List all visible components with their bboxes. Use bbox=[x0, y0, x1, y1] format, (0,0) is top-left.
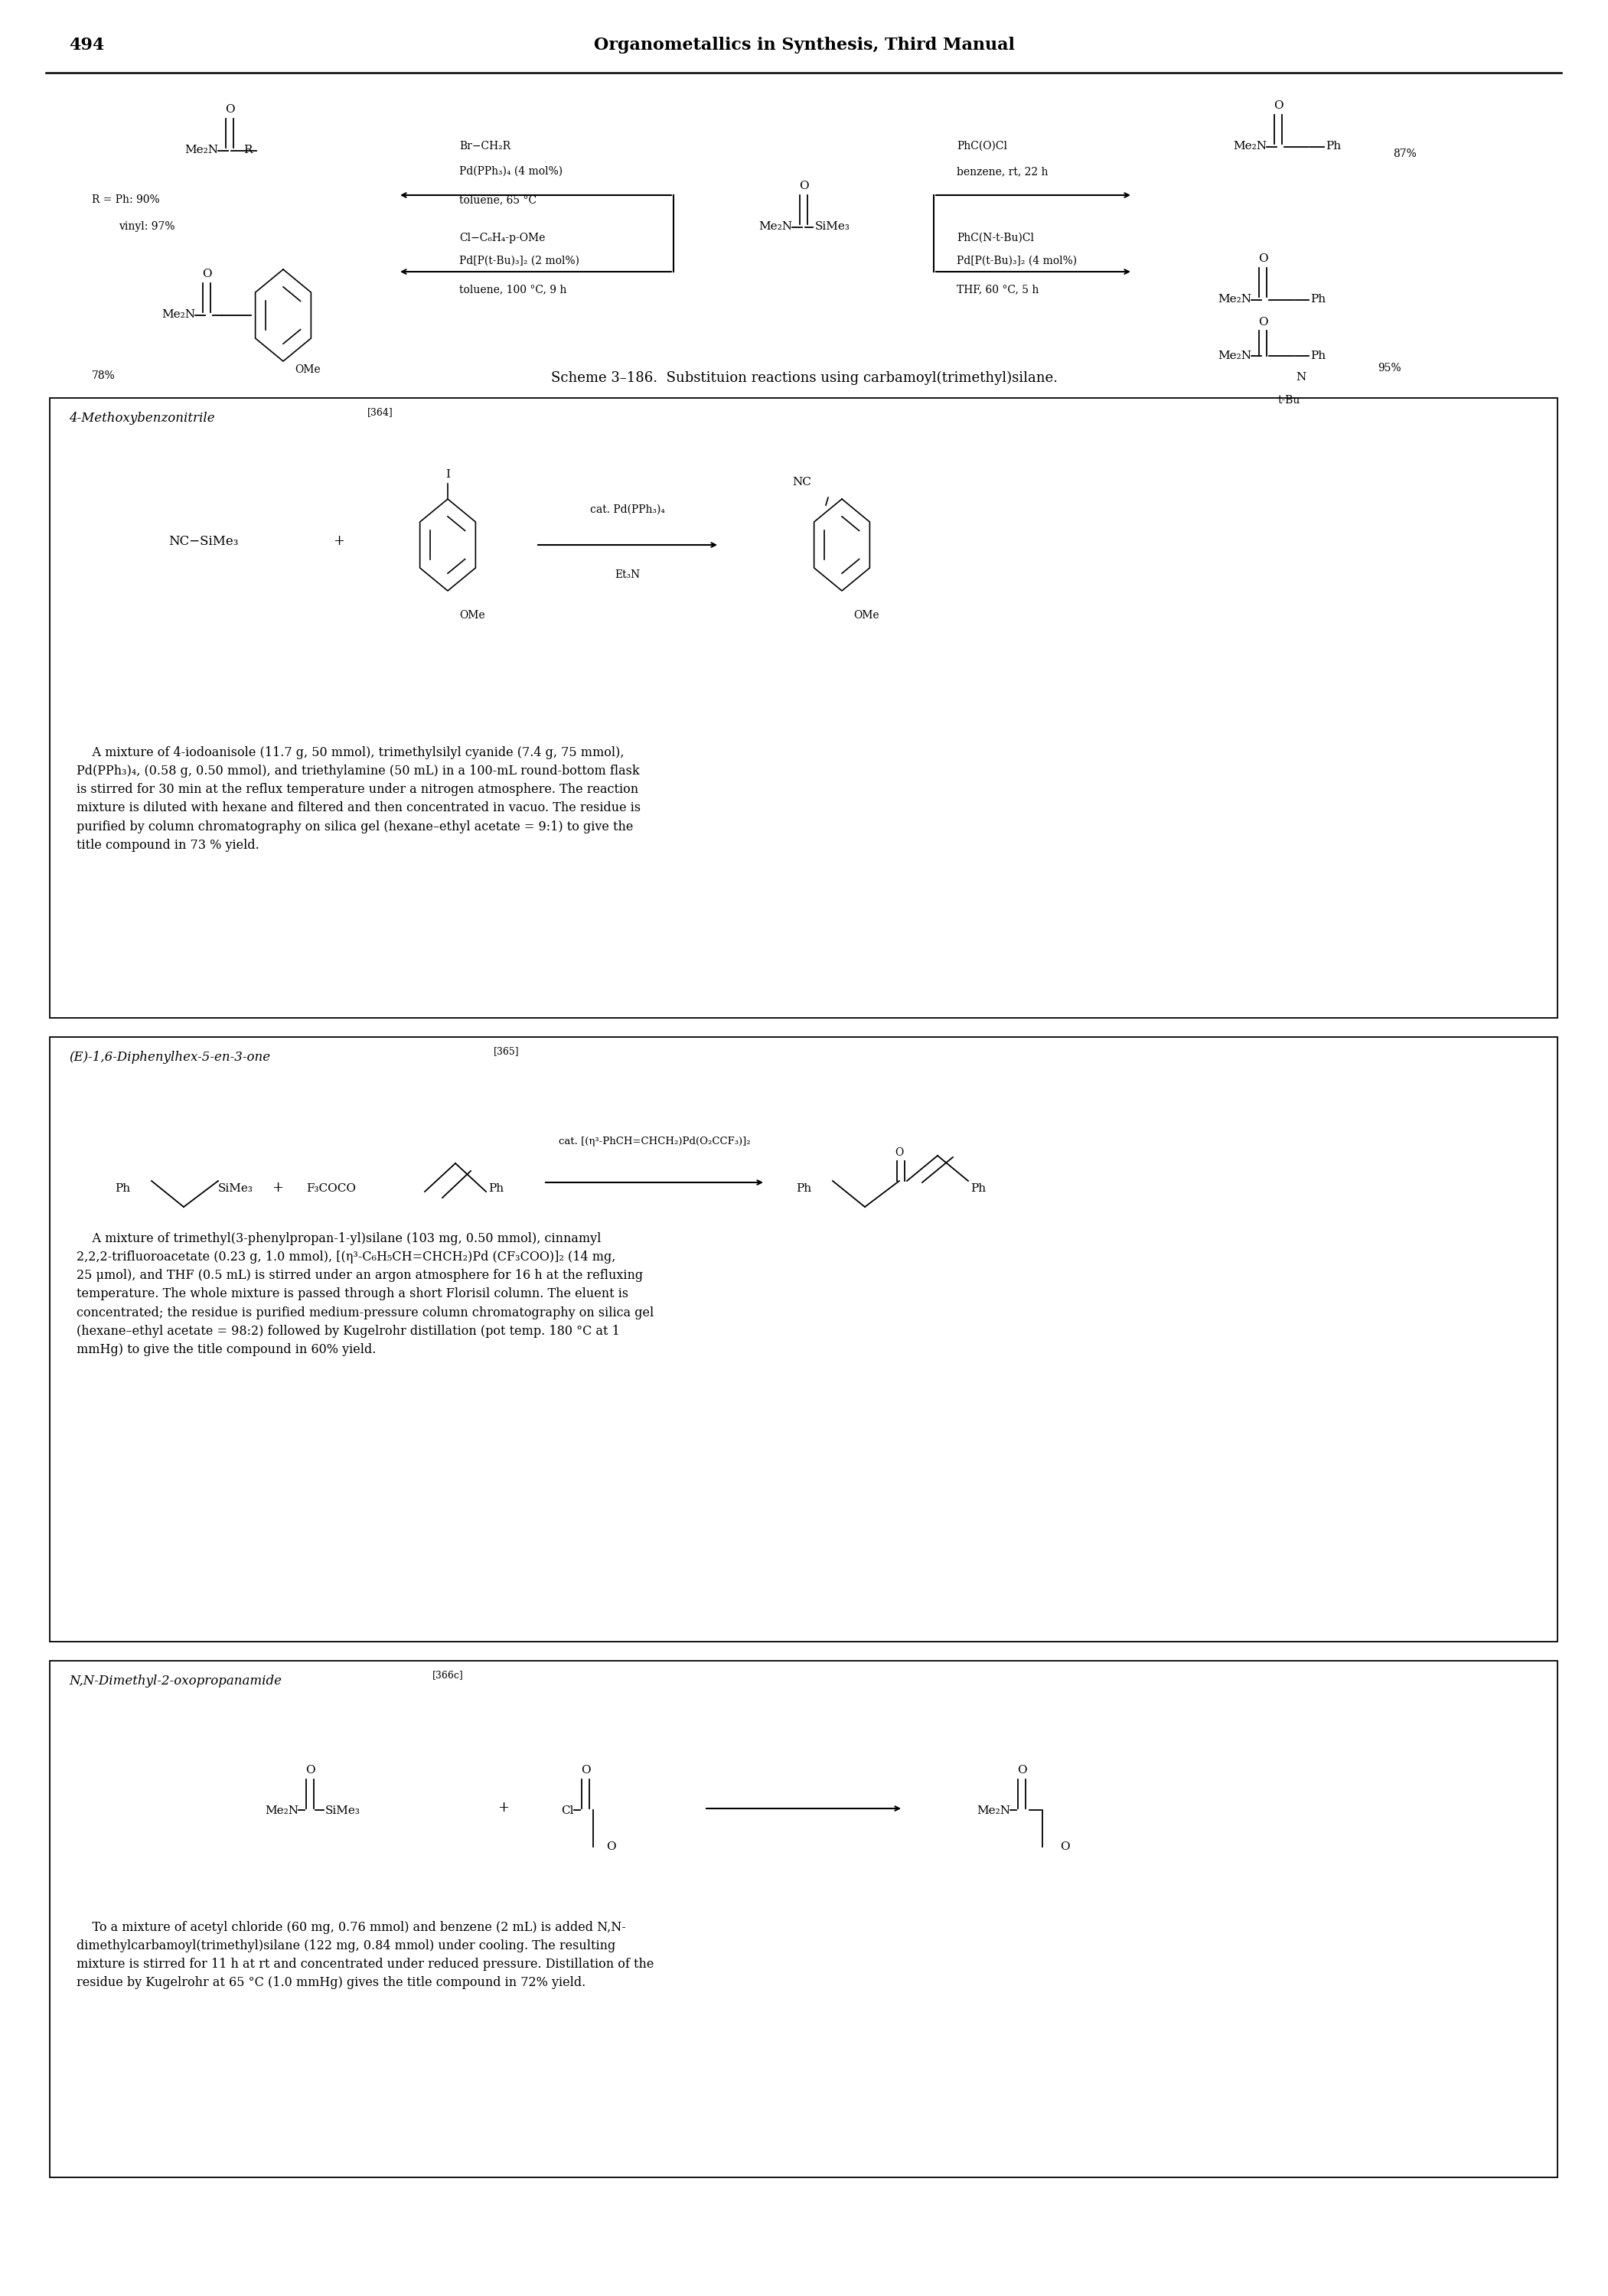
Text: O: O bbox=[606, 1841, 616, 1853]
Text: Ph: Ph bbox=[971, 1182, 986, 1194]
Text: R = Ph: 90%: R = Ph: 90% bbox=[92, 195, 159, 204]
Text: I: I bbox=[445, 468, 450, 480]
Text: benzene, rt, 22 h: benzene, rt, 22 h bbox=[957, 165, 1048, 177]
Text: toluene, 65 °C: toluene, 65 °C bbox=[460, 195, 537, 204]
Text: Ph: Ph bbox=[1311, 351, 1325, 360]
Text: Et₃N: Et₃N bbox=[614, 569, 640, 581]
Text: [366c]: [366c] bbox=[433, 1669, 463, 1681]
Text: O: O bbox=[1274, 101, 1283, 110]
Text: Me₂N: Me₂N bbox=[759, 220, 793, 232]
Text: Ph: Ph bbox=[1325, 140, 1341, 152]
Text: O: O bbox=[1257, 317, 1267, 328]
Bar bbox=[50, 1660, 1558, 2177]
Text: Me₂N: Me₂N bbox=[976, 1805, 1010, 1816]
Text: A mixture of trimethyl(3-phenylpropan-1-yl)silane (103 mg, 0.50 mmol), cinnamyl
: A mixture of trimethyl(3-phenylpropan-1-… bbox=[77, 1233, 654, 1357]
Text: O: O bbox=[896, 1148, 904, 1157]
Text: OMe: OMe bbox=[460, 611, 486, 620]
Text: SiMe₃: SiMe₃ bbox=[815, 220, 851, 232]
Text: Br−CH₂R: Br−CH₂R bbox=[460, 140, 511, 152]
Text: cat. Pd(PPh₃)₄: cat. Pd(PPh₃)₄ bbox=[590, 505, 666, 514]
Text: Me₂N: Me₂N bbox=[185, 145, 219, 156]
Text: cat. [(η³-PhCH=CHCH₂)Pd(O₂CCF₃)]₂: cat. [(η³-PhCH=CHCH₂)Pd(O₂CCF₃)]₂ bbox=[558, 1137, 751, 1146]
Text: O: O bbox=[1060, 1841, 1069, 1853]
Text: F₃COCO: F₃COCO bbox=[306, 1182, 355, 1194]
Text: Ph: Ph bbox=[1311, 294, 1325, 305]
Text: THF, 60 °C, 5 h: THF, 60 °C, 5 h bbox=[957, 285, 1039, 294]
Text: 494: 494 bbox=[69, 37, 105, 53]
Text: 78%: 78% bbox=[92, 370, 116, 381]
Text: Ph: Ph bbox=[489, 1182, 503, 1194]
Text: [365]: [365] bbox=[494, 1047, 519, 1056]
Text: 95%: 95% bbox=[1378, 363, 1401, 374]
Text: Scheme 3–186.  Substituion reactions using carbamoyl(trimethyl)silane.: Scheme 3–186. Substituion reactions usin… bbox=[550, 372, 1058, 386]
Text: Me₂N: Me₂N bbox=[1217, 294, 1251, 305]
Text: R: R bbox=[243, 145, 252, 156]
Text: +: + bbox=[333, 535, 344, 549]
Text: OMe: OMe bbox=[854, 611, 880, 620]
Text: Organometallics in Synthesis, Third Manual: Organometallics in Synthesis, Third Manu… bbox=[593, 37, 1015, 53]
Text: [364]: [364] bbox=[367, 406, 394, 418]
Text: N,N-Dimethyl-2-oxopropanamide: N,N-Dimethyl-2-oxopropanamide bbox=[69, 1674, 281, 1688]
Text: A mixture of 4-iodoanisole (11.7 g, 50 mmol), trimethylsilyl cyanide (7.4 g, 75 : A mixture of 4-iodoanisole (11.7 g, 50 m… bbox=[77, 746, 640, 852]
Text: O: O bbox=[225, 103, 235, 115]
Text: toluene, 100 °C, 9 h: toluene, 100 °C, 9 h bbox=[460, 285, 566, 294]
Text: Pd[P(t-Bu)₃]₂ (4 mol%): Pd[P(t-Bu)₃]₂ (4 mol%) bbox=[957, 255, 1077, 266]
Text: SiMe₃: SiMe₃ bbox=[219, 1182, 252, 1194]
Text: To a mixture of acetyl chloride (60 mg, 0.76 mmol) and benzene (2 mL) is added N: To a mixture of acetyl chloride (60 mg, … bbox=[77, 1922, 654, 1988]
Text: OMe: OMe bbox=[294, 365, 320, 374]
Bar bbox=[50, 1038, 1558, 1642]
Text: PhC(N-t-Bu)Cl: PhC(N-t-Bu)Cl bbox=[957, 232, 1034, 243]
Text: NC−SiMe₃: NC−SiMe₃ bbox=[169, 535, 238, 549]
Text: Pd(PPh₃)₄ (4 mol%): Pd(PPh₃)₄ (4 mol%) bbox=[460, 165, 563, 177]
Text: N: N bbox=[1296, 372, 1306, 383]
Text: O: O bbox=[306, 1766, 315, 1775]
Text: O: O bbox=[203, 269, 212, 280]
Text: NC: NC bbox=[793, 478, 810, 487]
Text: (E)-1,6-Diphenylhex-5-en-3-one: (E)-1,6-Diphenylhex-5-en-3-one bbox=[69, 1052, 270, 1063]
Text: O: O bbox=[580, 1766, 590, 1775]
Text: SiMe₃: SiMe₃ bbox=[325, 1805, 360, 1816]
Text: Me₂N: Me₂N bbox=[265, 1805, 299, 1816]
Text: 4-Methoxybenzonitrile: 4-Methoxybenzonitrile bbox=[69, 411, 215, 425]
Text: O: O bbox=[799, 181, 809, 191]
Text: t-Bu: t-Bu bbox=[1278, 395, 1301, 406]
Text: vinyl: 97%: vinyl: 97% bbox=[119, 220, 175, 232]
Text: +: + bbox=[272, 1180, 283, 1194]
Text: +: + bbox=[497, 1800, 510, 1814]
Bar bbox=[50, 397, 1558, 1017]
Text: Pd[P(t-Bu)₃]₂ (2 mol%): Pd[P(t-Bu)₃]₂ (2 mol%) bbox=[460, 255, 579, 266]
Text: Cl: Cl bbox=[561, 1805, 574, 1816]
Text: Me₂N: Me₂N bbox=[1217, 351, 1251, 360]
Text: Me₂N: Me₂N bbox=[1233, 140, 1267, 152]
Text: O: O bbox=[1257, 253, 1267, 264]
Text: Ph: Ph bbox=[114, 1182, 130, 1194]
Text: Cl−C₆H₄-p-OMe: Cl−C₆H₄-p-OMe bbox=[460, 232, 545, 243]
Text: 87%: 87% bbox=[1393, 149, 1417, 158]
Text: Me₂N: Me₂N bbox=[161, 310, 195, 319]
Text: PhC(O)Cl: PhC(O)Cl bbox=[957, 140, 1007, 152]
Text: Ph: Ph bbox=[796, 1182, 812, 1194]
Text: O: O bbox=[1016, 1766, 1026, 1775]
